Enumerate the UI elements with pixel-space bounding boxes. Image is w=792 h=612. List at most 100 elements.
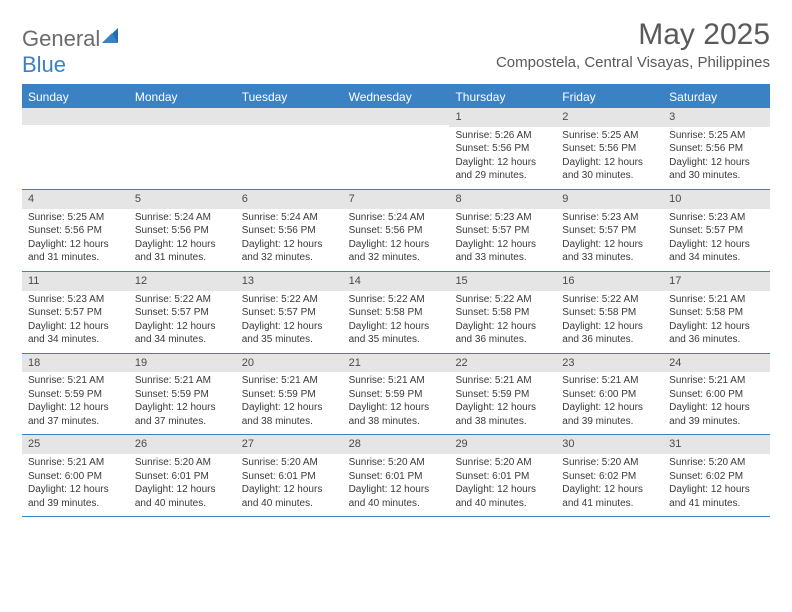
day-number: 19	[129, 354, 236, 373]
sunset-line: Sunset: 6:00 PM	[669, 388, 764, 402]
daylight-line: Daylight: 12 hours and 40 minutes.	[135, 483, 230, 510]
daylight-line: Daylight: 12 hours and 39 minutes.	[28, 483, 123, 510]
sunset-line: Sunset: 5:56 PM	[349, 224, 444, 238]
sunrise-line: Sunrise: 5:25 AM	[669, 129, 764, 143]
daylight-line: Daylight: 12 hours and 41 minutes.	[669, 483, 764, 510]
day-number: 26	[129, 435, 236, 454]
daylight-line: Daylight: 12 hours and 31 minutes.	[135, 238, 230, 265]
weekday-header: Sunday	[22, 86, 129, 108]
sunrise-line: Sunrise: 5:26 AM	[455, 129, 550, 143]
sunrise-line: Sunrise: 5:21 AM	[349, 374, 444, 388]
daylight-line: Daylight: 12 hours and 37 minutes.	[28, 401, 123, 428]
sunset-line: Sunset: 5:57 PM	[669, 224, 764, 238]
sunrise-line: Sunrise: 5:25 AM	[28, 211, 123, 225]
sunset-line: Sunset: 5:56 PM	[669, 142, 764, 156]
day-cell: 11Sunrise: 5:23 AMSunset: 5:57 PMDayligh…	[22, 272, 129, 353]
week-row: 11Sunrise: 5:23 AMSunset: 5:57 PMDayligh…	[22, 272, 770, 354]
weeks-container: 1Sunrise: 5:26 AMSunset: 5:56 PMDaylight…	[22, 108, 770, 517]
sunrise-line: Sunrise: 5:22 AM	[135, 293, 230, 307]
day-cell	[22, 108, 129, 189]
weekday-header: Friday	[556, 86, 663, 108]
day-number: 27	[236, 435, 343, 454]
daylight-line: Daylight: 12 hours and 39 minutes.	[669, 401, 764, 428]
sunrise-line: Sunrise: 5:24 AM	[349, 211, 444, 225]
weekday-header: Thursday	[449, 86, 556, 108]
weekday-header: Monday	[129, 86, 236, 108]
day-cell: 27 Sunrise: 5:20 AMSunset: 6:01 PMDayligh…	[236, 435, 343, 516]
daylight-line: Daylight: 12 hours and 34 minutes.	[669, 238, 764, 265]
day-cell: 13Sunrise: 5:22 AMSunset: 5:57 PMDayligh…	[236, 272, 343, 353]
day-body: Sunrise: 5:20 AMSunset: 6:02 PMDaylight:…	[556, 454, 663, 516]
sunrise-line: Sunrise: 5:21 AM	[135, 374, 230, 388]
daylight-line: Daylight: 12 hours and 36 minutes.	[669, 320, 764, 347]
daylight-line: Daylight: 12 hours and 36 minutes.	[455, 320, 550, 347]
sail-icon	[102, 28, 122, 49]
sunrise-line: Sunrise: 5:23 AM	[455, 211, 550, 225]
sunrise-line: Sunrise: 5:24 AM	[242, 211, 337, 225]
day-number: 31	[663, 435, 770, 454]
day-body: Sunrise: 5:24 AMSunset: 5:56 PMDaylight:…	[129, 209, 236, 271]
day-body: Sunrise: 5:21 AMSunset: 6:00 PMDaylight:…	[22, 454, 129, 516]
day-body: Sunrise: 5:25 AMSunset: 5:56 PMDaylight:…	[663, 127, 770, 189]
day-number: 2	[556, 108, 663, 127]
day-body: Sunrise: 5:26 AMSunset: 5:56 PMDaylight:…	[449, 127, 556, 189]
day-body: Sunrise: 5:24 AMSunset: 5:56 PMDaylight:…	[343, 209, 450, 271]
day-cell: 15Sunrise: 5:22 AMSunset: 5:58 PMDayligh…	[449, 272, 556, 353]
empty-day-bar	[343, 108, 450, 125]
sunset-line: Sunset: 5:56 PM	[28, 224, 123, 238]
day-body: Sunrise: 5:22 AMSunset: 5:58 PMDaylight:…	[343, 291, 450, 353]
day-cell: 26Sunrise: 5:20 AMSunset: 6:01 PMDayligh…	[129, 435, 236, 516]
day-number: 30	[556, 435, 663, 454]
sunset-line: Sunset: 5:58 PM	[455, 306, 550, 320]
sunset-line: Sunset: 5:59 PM	[455, 388, 550, 402]
daylight-line: Daylight: 12 hours and 40 minutes.	[455, 483, 550, 510]
sunrise-line: Sunrise: 5:20 AM	[242, 456, 337, 470]
day-number: 9	[556, 190, 663, 209]
day-body: Sunrise: 5:22 AMSunset: 5:58 PMDaylight:…	[556, 291, 663, 353]
daylight-line: Daylight: 12 hours and 30 minutes.	[562, 156, 657, 183]
day-cell: 12Sunrise: 5:22 AMSunset: 5:57 PMDayligh…	[129, 272, 236, 353]
day-number: 4	[22, 190, 129, 209]
daylight-line: Daylight: 12 hours and 38 minutes.	[242, 401, 337, 428]
sunset-line: Sunset: 6:01 PM	[242, 470, 337, 484]
day-cell: 25Sunrise: 5:21 AMSunset: 6:00 PMDayligh…	[22, 435, 129, 516]
day-number: 1	[449, 108, 556, 127]
sunrise-line: Sunrise: 5:23 AM	[28, 293, 123, 307]
daylight-line: Daylight: 12 hours and 39 minutes.	[562, 401, 657, 428]
sunrise-line: Sunrise: 5:20 AM	[455, 456, 550, 470]
daylight-line: Daylight: 12 hours and 40 minutes.	[242, 483, 337, 510]
daylight-line: Daylight: 12 hours and 35 minutes.	[349, 320, 444, 347]
day-cell: 1Sunrise: 5:26 AMSunset: 5:56 PMDaylight…	[449, 108, 556, 189]
sunset-line: Sunset: 6:00 PM	[562, 388, 657, 402]
sunrise-line: Sunrise: 5:21 AM	[455, 374, 550, 388]
sunrise-line: Sunrise: 5:20 AM	[562, 456, 657, 470]
sunset-line: Sunset: 6:02 PM	[669, 470, 764, 484]
sunrise-line: Sunrise: 5:21 AM	[669, 293, 764, 307]
day-cell: 18Sunrise: 5:21 AMSunset: 5:59 PMDayligh…	[22, 354, 129, 435]
sunset-line: Sunset: 5:58 PM	[349, 306, 444, 320]
sunset-line: Sunset: 5:59 PM	[349, 388, 444, 402]
day-cell: 3Sunrise: 5:25 AMSunset: 5:56 PMDaylight…	[663, 108, 770, 189]
sunrise-line: Sunrise: 5:24 AM	[135, 211, 230, 225]
empty-day-body	[129, 125, 236, 183]
sunrise-line: Sunrise: 5:23 AM	[562, 211, 657, 225]
day-body: Sunrise: 5:21 AMSunset: 5:59 PMDaylight:…	[236, 372, 343, 434]
daylight-line: Daylight: 12 hours and 37 minutes.	[135, 401, 230, 428]
sunrise-line: Sunrise: 5:20 AM	[135, 456, 230, 470]
day-cell: 28Sunrise: 5:20 AMSunset: 6:01 PMDayligh…	[343, 435, 450, 516]
week-row: 1Sunrise: 5:26 AMSunset: 5:56 PMDaylight…	[22, 108, 770, 190]
day-body: Sunrise: 5:22 AMSunset: 5:58 PMDaylight:…	[449, 291, 556, 353]
day-cell: 22Sunrise: 5:21 AMSunset: 5:59 PMDayligh…	[449, 354, 556, 435]
day-cell: 23Sunrise: 5:21 AMSunset: 6:00 PMDayligh…	[556, 354, 663, 435]
day-cell: 10Sunrise: 5:23 AMSunset: 5:57 PMDayligh…	[663, 190, 770, 271]
day-cell	[129, 108, 236, 189]
day-body: Sunrise: 5:23 AMSunset: 5:57 PMDaylight:…	[556, 209, 663, 271]
sunset-line: Sunset: 6:01 PM	[349, 470, 444, 484]
day-cell: 16Sunrise: 5:22 AMSunset: 5:58 PMDayligh…	[556, 272, 663, 353]
brand-part1: General	[22, 26, 100, 52]
day-number: 7	[343, 190, 450, 209]
week-row: 18Sunrise: 5:21 AMSunset: 5:59 PMDayligh…	[22, 354, 770, 436]
day-number: 16	[556, 272, 663, 291]
sunrise-line: Sunrise: 5:22 AM	[455, 293, 550, 307]
day-body: Sunrise: 5:23 AMSunset: 5:57 PMDaylight:…	[22, 291, 129, 353]
